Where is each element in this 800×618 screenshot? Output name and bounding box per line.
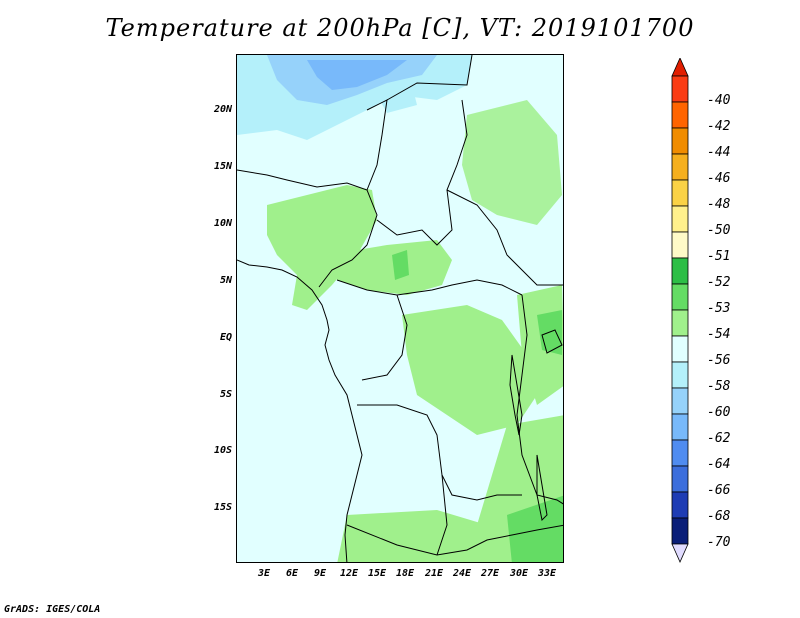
map-title: Temperature at 200hPa [C], VT: 201910170… xyxy=(105,14,695,42)
colorbar-label: -56 xyxy=(707,353,731,368)
colorbar-label: -40 xyxy=(707,93,731,108)
colorbar-swatch xyxy=(671,75,689,103)
colorbar-swatch xyxy=(671,517,689,545)
lon-label-30e: 30E xyxy=(509,568,529,579)
warm-area-south xyxy=(337,510,497,562)
lon-label-6e: 6E xyxy=(285,568,299,579)
map-panel xyxy=(236,54,564,563)
border-4 xyxy=(376,99,468,246)
lake-malawi xyxy=(536,454,548,522)
colorbar-label: -60 xyxy=(707,405,731,420)
cold-spot-north-2 xyxy=(377,85,417,113)
colorbar-label: -51 xyxy=(707,249,731,264)
lat-label-10n: 10N xyxy=(213,218,232,229)
colorbar-label: -66 xyxy=(707,483,731,498)
grads-credit: GrADS: IGES/COLA xyxy=(4,604,101,615)
colorbar-swatch xyxy=(671,491,689,519)
colorbar-label: -64 xyxy=(707,457,731,472)
border-2 xyxy=(366,99,388,191)
color-legend xyxy=(671,58,689,563)
colorbar-swatch xyxy=(671,101,689,129)
colorbar-label: -46 xyxy=(707,171,731,186)
lat-label-15s: 15S xyxy=(213,502,232,513)
warm-area-sahel-west xyxy=(267,185,377,310)
colorbar-swatch xyxy=(671,309,689,337)
lat-label-10s: 10S xyxy=(213,445,232,456)
border-3 xyxy=(386,55,473,101)
lon-label-3e: 3E xyxy=(257,568,271,579)
colorbar-label: -52 xyxy=(707,275,731,290)
lon-label-24e: 24E xyxy=(452,568,472,579)
colorbar-label: -48 xyxy=(707,197,731,212)
colorbar-label: -53 xyxy=(707,301,731,316)
colorbar-bottom-arrow xyxy=(671,543,689,563)
warm-area-se-core xyxy=(507,495,563,562)
lat-label-20n: 20N xyxy=(213,104,232,115)
colorbar-swatch xyxy=(671,413,689,441)
lat-label-5s: 5S xyxy=(219,389,232,400)
lake-victoria xyxy=(541,329,563,354)
colorbar-label: -44 xyxy=(707,145,731,160)
colorbar-swatch xyxy=(671,231,689,259)
lon-label-18e: 18E xyxy=(395,568,415,579)
map-canvas xyxy=(237,55,563,562)
lake-tanganyika xyxy=(509,354,523,436)
lat-label-15n: 15N xyxy=(213,161,232,172)
border-5 xyxy=(446,189,563,286)
colorbar-swatch xyxy=(671,439,689,467)
colorbar-label: -70 xyxy=(707,535,731,550)
colorbar-label: -58 xyxy=(707,379,731,394)
colorbar-label: -62 xyxy=(707,431,731,446)
warm-area-congo xyxy=(402,305,537,435)
coastline-west-africa xyxy=(237,259,363,562)
colorbar-swatch xyxy=(671,465,689,493)
colorbar-swatch xyxy=(671,153,689,181)
colorbar-swatch xyxy=(671,335,689,363)
colorbar-label: -42 xyxy=(707,119,731,134)
warm-spot-central xyxy=(392,250,409,280)
colorbar-swatch xyxy=(671,257,689,285)
colorbar-label: -68 xyxy=(707,509,731,524)
lat-label-eq: EQ xyxy=(219,332,232,343)
colorbar-label: -50 xyxy=(707,223,731,238)
border-6 xyxy=(336,279,523,296)
colorbar-swatch xyxy=(671,387,689,415)
colorbar-swatch xyxy=(671,205,689,233)
colorbar-top-arrow xyxy=(671,58,689,77)
colorbar-swatch xyxy=(671,179,689,207)
border-7 xyxy=(361,294,408,381)
coldest-area-north xyxy=(307,60,407,90)
colorbar-swatch xyxy=(671,127,689,155)
lon-label-9e: 9E xyxy=(313,568,327,579)
colorbar-swatch xyxy=(671,361,689,389)
lon-label-33e: 33E xyxy=(537,568,557,579)
colorbar-label: -54 xyxy=(707,327,731,342)
lon-label-27e: 27E xyxy=(480,568,500,579)
colorbar-swatch xyxy=(671,283,689,311)
border-10 xyxy=(346,524,563,556)
lon-label-21e: 21E xyxy=(424,568,444,579)
lon-label-12e: 12E xyxy=(339,568,359,579)
lat-label-5n: 5N xyxy=(219,275,232,286)
warm-area-east-sudan xyxy=(462,100,562,225)
lon-label-15e: 15E xyxy=(367,568,387,579)
border-11 xyxy=(436,474,448,556)
